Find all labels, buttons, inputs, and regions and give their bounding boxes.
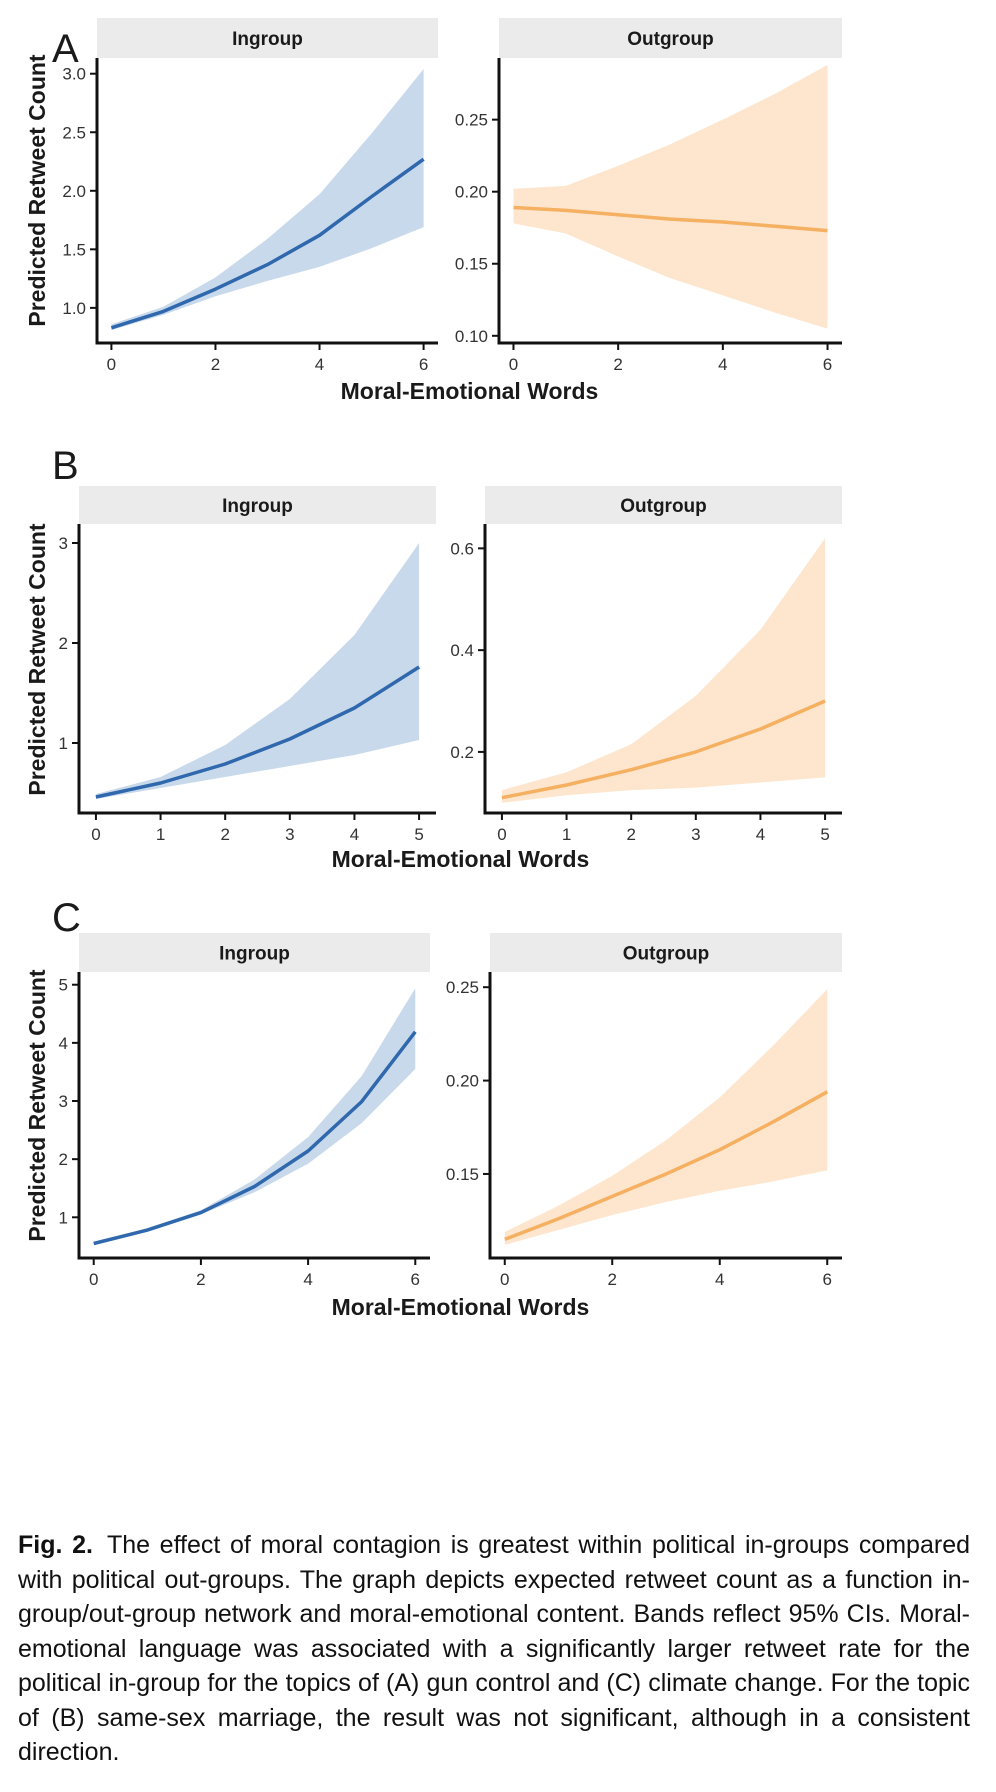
y-tick-label: 0.10: [455, 327, 488, 346]
ci-band: [504, 989, 828, 1245]
prediction-line: [93, 1030, 417, 1246]
x-tick-label: 6: [823, 1270, 832, 1289]
facet-strip: [490, 933, 842, 972]
y-tick-label: 1.5: [62, 240, 86, 259]
y-tick-label: 0.15: [446, 1165, 479, 1184]
panel-b-outgroup: Outgroup 0 1 2 3 4 5 0.2 0.4 0.6: [450, 486, 842, 844]
panel-a-outgroup: Outgroup 0 2 4 6 0.10 0.15 0.20 0.25: [455, 18, 842, 374]
y-tick-label: 0.25: [455, 111, 488, 130]
x-tick-label: 6: [419, 355, 428, 374]
y-tick-label: 5: [59, 976, 68, 995]
x-tick-label: 2: [220, 825, 229, 844]
y-tick-label: 1.0: [62, 299, 86, 318]
y-tick-label: 0.2: [450, 743, 474, 762]
y-tick-label: 1: [59, 1208, 68, 1227]
x-tick-label: 3: [285, 825, 294, 844]
x-tick-label: 4: [303, 1270, 312, 1289]
y-tick-label: 0.15: [455, 255, 488, 274]
x-tick-label: 5: [414, 825, 423, 844]
y-tick-label: 3.0: [62, 65, 86, 84]
y-axis-title: Predicted Retweet Count: [24, 54, 50, 327]
x-tick-label: 4: [718, 355, 727, 374]
facet-strip: [485, 486, 842, 524]
facet-strip-label: Ingroup: [232, 29, 303, 50]
y-tick-label: 2: [59, 1150, 68, 1169]
panel-a-ingroup: Ingroup 0 2 4 6 1.0 1.5 2.0 2.5 3.0: [62, 18, 438, 374]
facet-strip-label: Outgroup: [623, 944, 710, 965]
facet-strip: [499, 18, 842, 58]
y-tick-label: 1: [59, 734, 68, 753]
y-tick-label: 3: [59, 534, 68, 553]
x-tick-label: 2: [196, 1270, 205, 1289]
y-tick-label: 2.0: [62, 182, 86, 201]
x-tick-label: 2: [211, 355, 220, 374]
x-axis-title: Moral-Emotional Words: [332, 846, 590, 872]
panel-c-ingroup: Ingroup 0 2 4 6 1 2 3 4 5: [59, 933, 430, 1289]
x-tick-label: 1: [156, 825, 165, 844]
prediction-line: [95, 665, 421, 799]
panel-c-outgroup: Outgroup 0 2 4 6 0.15 0.20 0.25: [446, 933, 842, 1289]
ci-band: [95, 543, 420, 799]
y-tick-label: 2.5: [62, 123, 86, 142]
x-tick-label: 6: [411, 1270, 420, 1289]
figure-caption: Fig. 2. The effect of moral contagion is …: [18, 1528, 970, 1770]
x-tick-label: 2: [608, 1270, 617, 1289]
prediction-line: [501, 699, 826, 800]
y-tick-label: 0.25: [446, 978, 479, 997]
facet-strip: [97, 18, 438, 58]
panel-letter-b: B: [52, 444, 79, 488]
y-axis-title: Predicted Retweet Count: [24, 523, 50, 796]
ci-band: [513, 64, 828, 329]
y-tick-label: 2: [59, 634, 68, 653]
x-axis-title: Moral-Emotional Words: [332, 1294, 590, 1320]
caption-text: The effect of moral contagion is greates…: [18, 1531, 970, 1766]
facet-strip: [79, 486, 436, 524]
y-tick-label: 3: [59, 1092, 68, 1111]
x-tick-label: 0: [497, 825, 506, 844]
x-tick-label: 0: [89, 1270, 98, 1289]
facet-strip-label: Ingroup: [219, 944, 290, 965]
x-tick-label: 4: [715, 1270, 724, 1289]
facet-strip-label: Outgroup: [627, 29, 714, 50]
x-tick-label: 2: [613, 355, 622, 374]
x-tick-label: 0: [91, 825, 100, 844]
x-tick-label: 0: [500, 1270, 509, 1289]
x-axis-title: Moral-Emotional Words: [341, 378, 599, 404]
panel-b-ingroup: Ingroup 0 1 2 3 4 5 1 2 3: [59, 486, 436, 844]
y-tick-label: 4: [59, 1034, 68, 1053]
prediction-line: [513, 205, 828, 233]
ci-band: [111, 69, 424, 331]
x-tick-label: 5: [820, 825, 829, 844]
x-tick-label: 4: [350, 825, 359, 844]
x-tick-label: 0: [107, 355, 116, 374]
x-tick-label: 6: [823, 355, 832, 374]
y-tick-label: 0.20: [455, 183, 488, 202]
x-tick-label: 1: [562, 825, 571, 844]
x-tick-label: 2: [626, 825, 635, 844]
panel-letter-c: C: [52, 896, 81, 940]
y-tick-label: 0.20: [446, 1072, 479, 1091]
panel-letter-a: A: [52, 27, 79, 71]
facet-strip: [79, 933, 430, 972]
x-tick-label: 3: [691, 825, 700, 844]
caption-label: Fig. 2.: [18, 1531, 93, 1559]
figure: A Ingroup 0 2 4 6 1.0 1.5 2.0 2.5 3.0 Outgroup 0 2 4 6 0…: [24, 18, 842, 1320]
facet-strip-label: Outgroup: [620, 496, 707, 517]
x-tick-label: 4: [315, 355, 324, 374]
x-tick-label: 4: [756, 825, 765, 844]
x-tick-label: 0: [509, 355, 518, 374]
prediction-line: [504, 1090, 829, 1241]
facet-strip-label: Ingroup: [222, 496, 293, 517]
y-tick-label: 0.6: [450, 539, 474, 558]
y-axis-title: Predicted Retweet Count: [24, 969, 50, 1242]
y-tick-label: 0.4: [450, 641, 474, 660]
ci-band: [501, 538, 826, 803]
prediction-line: [110, 157, 425, 330]
ci-band: [93, 988, 416, 1244]
